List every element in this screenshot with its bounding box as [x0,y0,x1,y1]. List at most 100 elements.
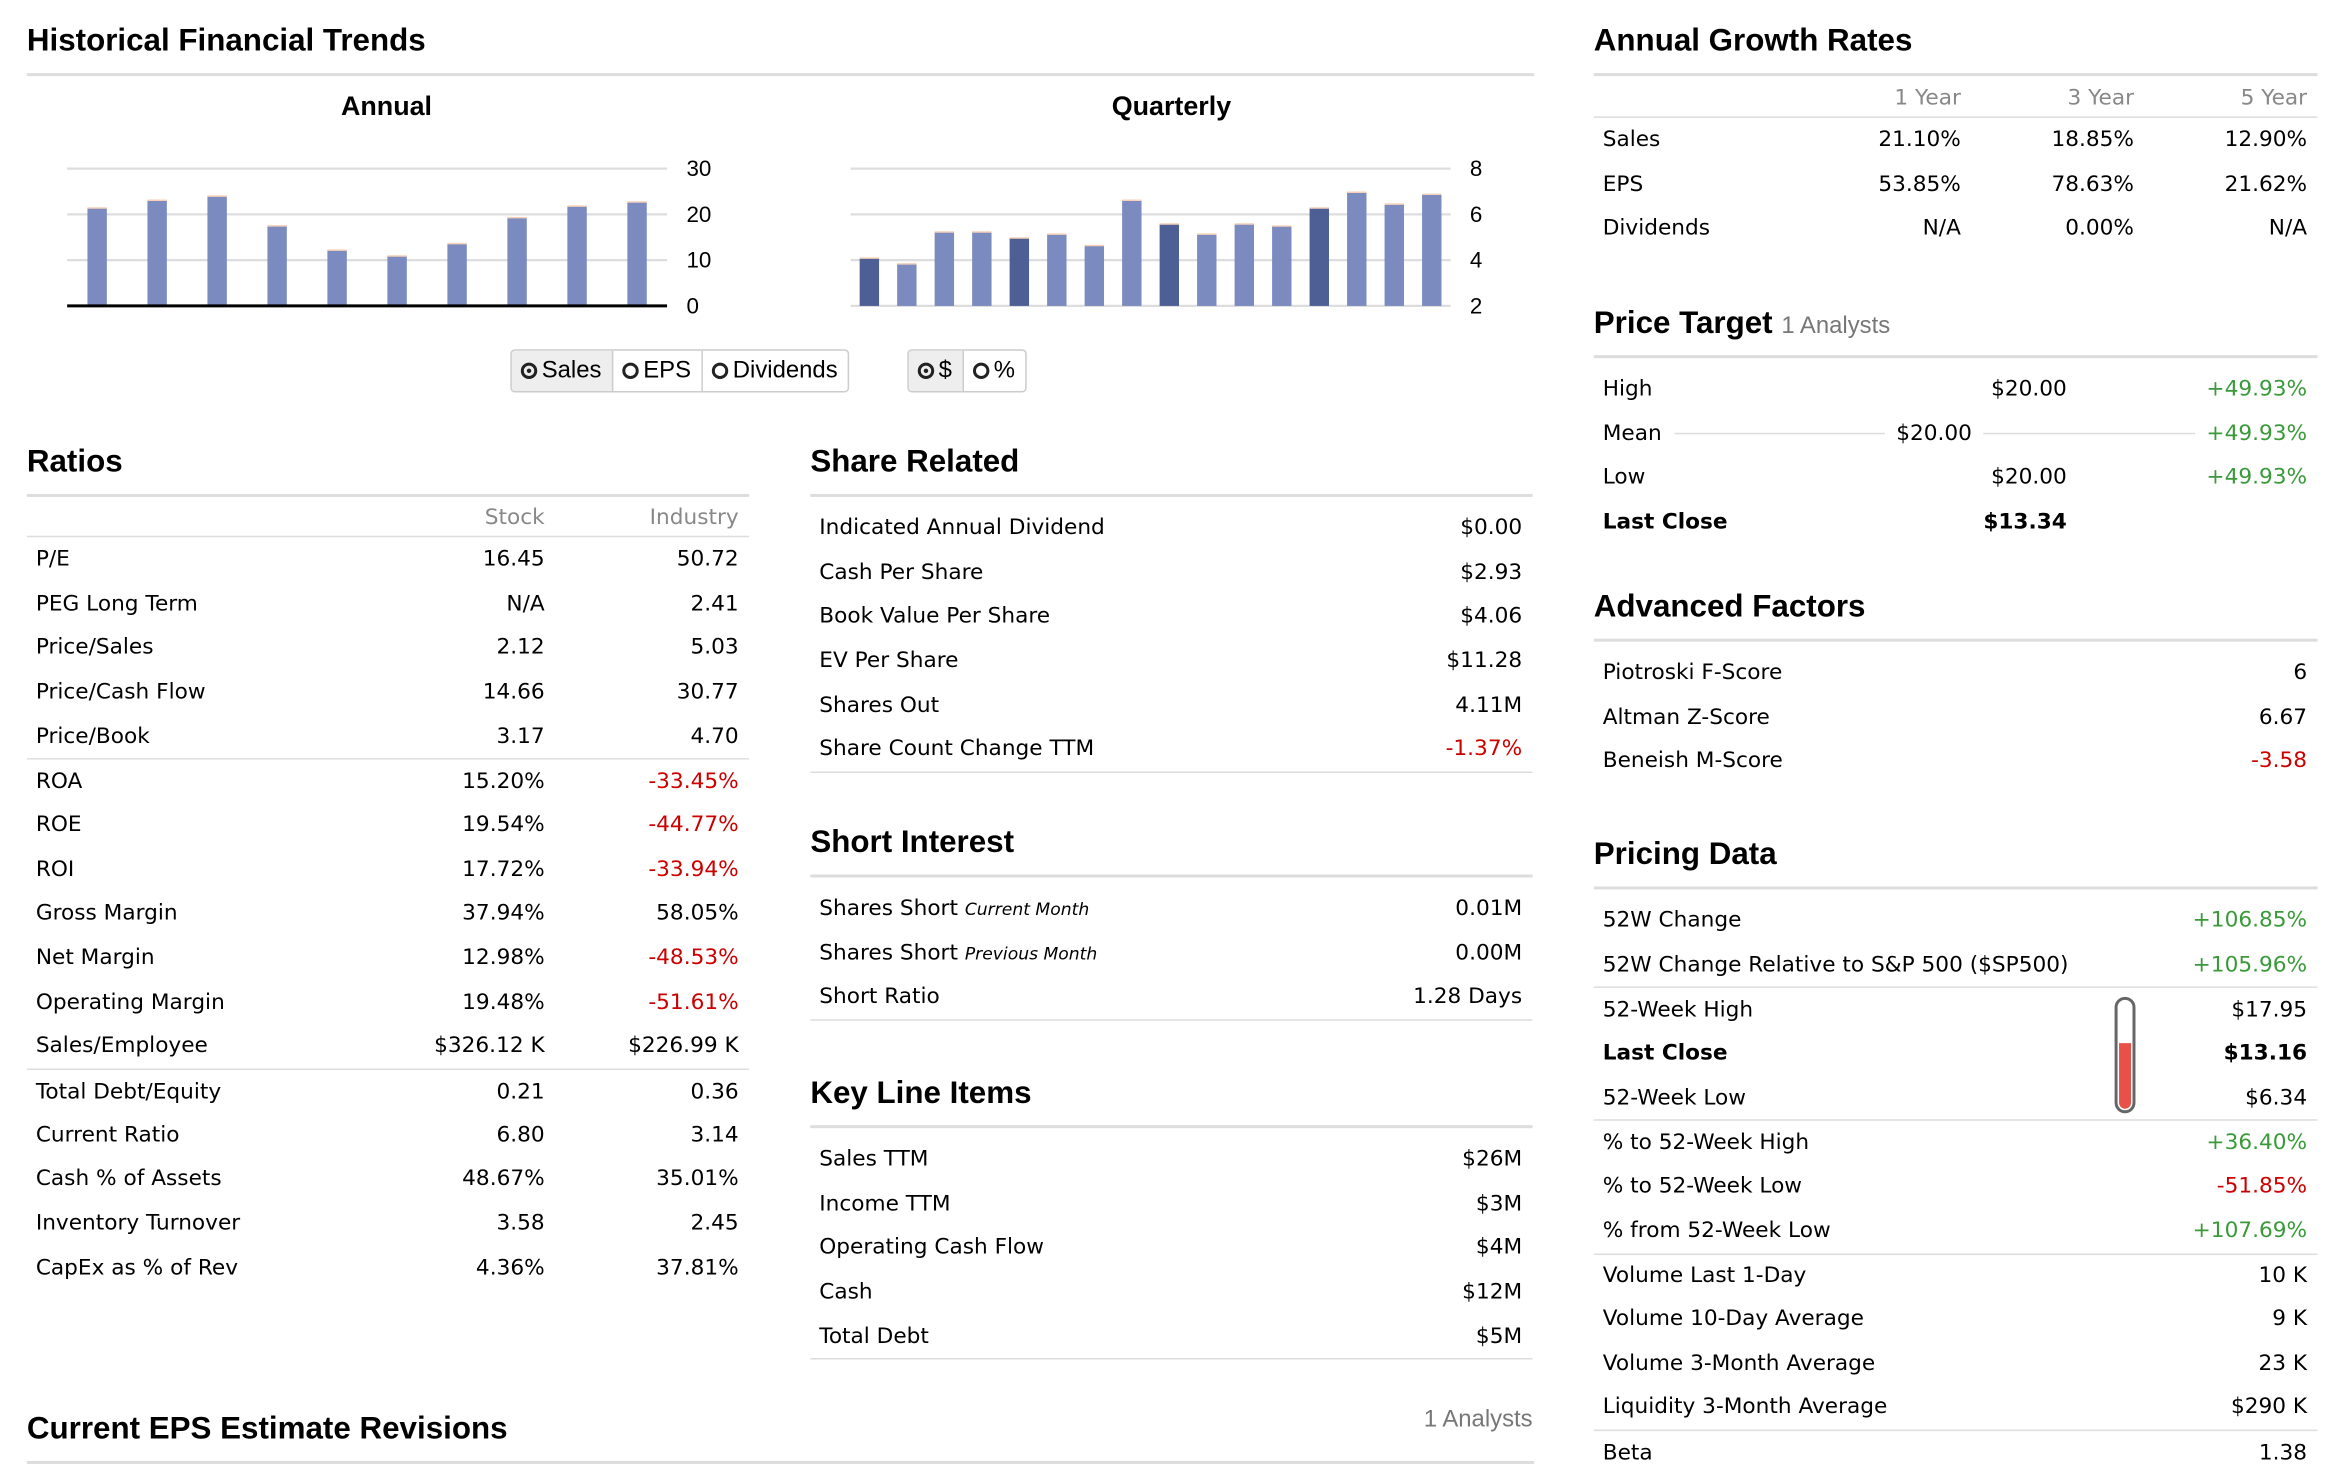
y-tick-label: 0 [686,293,698,318]
row-value: 0.21 [496,1079,545,1104]
table-row: Shares Out 4.11M [810,683,1532,727]
row-label: % to 52-Week High [1594,1131,2019,1155]
bar [627,202,647,306]
label-text: Dividends [1602,216,1711,241]
quarterly-chart: 2 4 6 8 [850,156,1482,318]
table-row: ROA 15.20% -33.45% [26,758,750,803]
row-value: +105.96% [2192,952,2308,977]
row-value: $13.34 [1983,510,2067,535]
section-title-key-line-items: Key Line Items [810,1075,1032,1111]
row-value: 48.67% [462,1167,545,1192]
row-value: 23 K [2258,1351,2308,1376]
row-label: Total Debt/Equity [27,1080,366,1104]
table-row: Volume 3-Month Average 23 K [1594,1341,2318,1385]
table-row: Book Value Per Share $4.06 [810,594,1532,638]
bar [447,243,467,306]
table-row: CapEx as % of Rev 4.36% 37.81% [27,1246,749,1290]
toggle-dollar[interactable]: $ [908,350,964,391]
radio-icon[interactable] [622,362,639,380]
row-label: Operating Margin [27,990,366,1014]
toggle-dividends[interactable]: Dividends [703,351,848,391]
row-value: N/A [1922,216,1961,241]
row-value: 37.94% [462,901,545,926]
row-value: 5.03 [690,636,739,660]
label-text: Altman Z-Score [1602,705,1770,730]
pricing-data-table: 52W Change +106.85% 52W Change Relative to… [1593,898,2318,1474]
row-label: Book Value Per Share [810,605,1234,629]
toggle-eps[interactable]: EPS [613,350,703,391]
annual-chart-title: Annual [340,91,433,121]
row-value: 9 K [2272,1307,2308,1332]
bar [1047,234,1067,306]
label-text: P/E [35,547,70,572]
row-value: -1.37% [1445,737,1523,762]
label-text: Last Close [1602,510,1728,535]
label-text: Shares Short [819,896,958,921]
label-text: Low [1602,465,1646,490]
table-row: Gross Margin 37.94% 58.05% [27,892,749,936]
row-value: -33.94% [648,857,739,882]
radio-icon[interactable] [520,362,538,380]
section-title-trends: Historical Financial Trends [26,23,426,59]
price-target-title: Price Target [1593,305,1773,341]
divider [1593,886,2318,890]
label-text: ROI [35,857,75,882]
radio-icon[interactable] [972,362,990,380]
row-value: $12M [1462,1280,1523,1305]
row-value: 58.05% [656,901,739,926]
section-title-ratios: Ratios [26,444,123,480]
table-row: PEG Long Term N/A 2.41 [27,582,749,626]
table-row: Sales TTM $26M [810,1137,1532,1181]
row-label: Beneish M-Score [1594,749,2019,773]
label-text: Cash Per Share [819,560,984,585]
table-row: Sales/Employee $326.12 K $226.99 K [27,1025,749,1069]
row-value: 2.45 [690,1211,739,1236]
toggle-label: % [993,357,1015,383]
label-text: Cash [819,1280,873,1305]
label-text: Beneish M-Score [1602,749,1783,774]
row-label: ROE [27,813,366,837]
toggle-percent[interactable]: % [964,351,1026,391]
row-label: Sales TTM [810,1147,1234,1171]
unit-toggle-group: $% [907,349,1027,393]
label-text: Share Count Change TTM [819,737,1095,762]
column-header: 3 Year [2067,85,2134,110]
row-value: 21.10% [1878,128,1961,152]
table-row: EPS 53.85% 78.63% 21.62% [1594,162,2318,206]
toggle-sales[interactable]: Sales [511,350,614,391]
radio-icon[interactable] [711,362,729,380]
row-label: High [1594,377,1809,401]
row-value: 12.90% [2224,128,2308,152]
row-label: 52-Week High [1594,998,2019,1022]
label-text: Shares Short [819,940,958,965]
row-label: Volume 10-Day Average [1594,1307,2019,1331]
y-tick-label: 20 [686,202,711,227]
advanced-factors-table: Piotroski F-Score 6 Altman Z-Score 6.67 Bene… [1594,651,2318,784]
row-value: 50.72 [676,547,739,572]
table-row: 52W Change Relative to S&P 500 ($SP500) +… [1594,943,2318,987]
toggle-label: EPS [643,357,692,383]
label-text: Price/Sales [35,636,154,660]
bar [1309,207,1329,306]
y-tick-label: 8 [1470,156,1482,181]
row-value: 17.72% [462,857,545,882]
label-text: 52W Change [1602,908,1742,933]
bar [1122,200,1142,306]
annual-chart: 0 10 20 30 [67,156,711,318]
table-row: % to 52-Week Low -51.85% [1594,1164,2318,1208]
row-value: -3.58 [2251,749,2308,774]
table-row: % from 52-Week Low +107.69% [1594,1208,2318,1252]
label-text: Operating Cash Flow [819,1235,1044,1260]
column-header: 5 Year [2240,85,2308,110]
label-text: Last Close [1602,1041,1728,1066]
radio-icon[interactable] [917,362,935,380]
table-row: EV Per Share $11.28 [810,639,1532,683]
table-row: Price/Sales 2.12 5.03 [27,626,749,670]
share-related-table: Indicated Annual Dividend $0.00 Cash Per S… [810,506,1533,774]
table-row: Price/Cash Flow 14.66 30.77 [27,670,749,714]
row-label: Piotroski F-Score [1594,661,2019,685]
y-tick-label: 10 [686,248,711,273]
table-row: P/E 16.45 50.72 [27,537,749,581]
row-value: 30.77 [676,680,739,705]
